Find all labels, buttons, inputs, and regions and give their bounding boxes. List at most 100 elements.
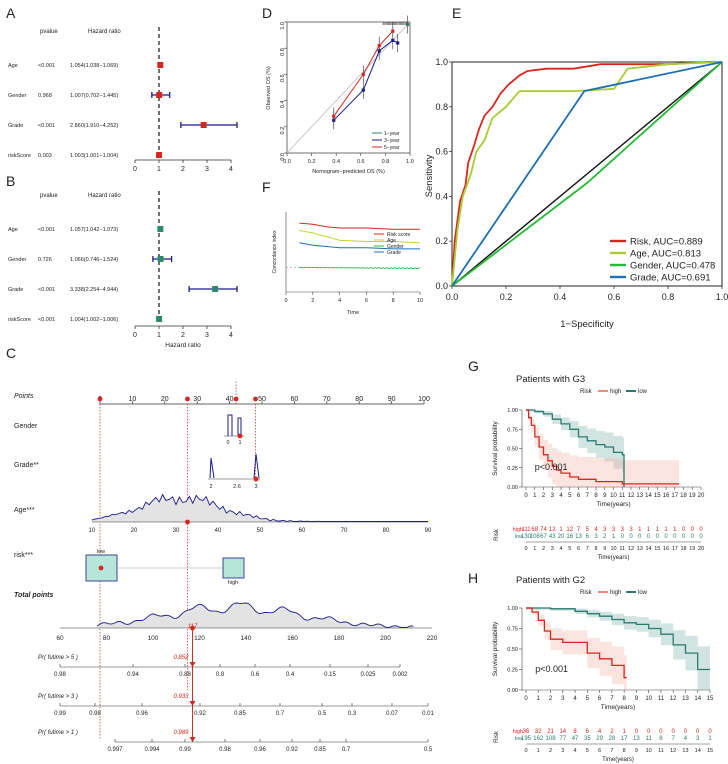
km-risk-tick-label: 1 bbox=[537, 748, 540, 754]
panel-label-h: H bbox=[468, 570, 478, 586]
nomogram-total-area bbox=[97, 603, 414, 628]
km-risk-tick-label: 11 bbox=[619, 546, 625, 552]
nomogram-grade-tick-label: 2 bbox=[209, 484, 212, 490]
roc-y-tick-label: 1.0 bbox=[435, 57, 448, 67]
forest-row-pvalue: <0.001 bbox=[38, 63, 55, 69]
nomogram-grade-tick-label: 3 bbox=[254, 484, 257, 490]
forest-x-tick-label: 4 bbox=[229, 166, 233, 173]
km-x-tick-label: 7 bbox=[586, 493, 590, 499]
nomogram-probability-tick-label: 0.96 bbox=[136, 711, 148, 717]
km-risk-count-high: 74 bbox=[540, 527, 547, 533]
cindex-x-tick-label: 8 bbox=[392, 298, 395, 304]
km-risk-count-low: 8 bbox=[659, 736, 663, 742]
nomogram-points-tick-label: 10 bbox=[129, 396, 137, 403]
km-risk-count-high: 4 bbox=[594, 527, 598, 533]
roc-series-line bbox=[451, 61, 722, 287]
cindex-y-axis-title: Concordance index bbox=[272, 230, 278, 274]
cindex-series-line bbox=[299, 242, 420, 250]
nomogram-total-tick-label: 140 bbox=[241, 635, 252, 642]
calibration-y-tick-label: 1.0 bbox=[280, 22, 286, 30]
nomogram-probability-tick-label: 0.96 bbox=[254, 747, 266, 753]
km-risk-count-low: 0 bbox=[656, 534, 660, 540]
km-risk-count-high: 1 bbox=[656, 527, 660, 533]
km-risk-count-high: 0 bbox=[691, 527, 695, 533]
km-risk-tick-label: 15 bbox=[654, 546, 660, 552]
forest-hr-marker bbox=[157, 62, 164, 68]
nomogram-points-tick-label: 80 bbox=[355, 396, 363, 403]
forest-hr-marker bbox=[200, 122, 207, 128]
nomogram-total-value: 117 bbox=[188, 624, 198, 630]
km-risk-count-high: 0 bbox=[647, 729, 651, 735]
nomogram-gender-density bbox=[227, 414, 233, 436]
nomogram-probability-tick-label: 0.994 bbox=[144, 747, 160, 753]
km-risk-tick-label: 17 bbox=[672, 546, 678, 552]
roc-series-line bbox=[451, 61, 723, 287]
km-risk-count-low: 17 bbox=[621, 736, 628, 742]
km-risk-count-low: 7 bbox=[672, 736, 676, 742]
roc-y-tick-label: 0.4 bbox=[435, 191, 448, 201]
km-x-tick-label: 20 bbox=[698, 493, 705, 499]
km-x-axis-title: Time(years) bbox=[601, 704, 635, 711]
km-risk-count-high: 0 bbox=[682, 527, 686, 533]
nomogram-risk-tick-label: low bbox=[97, 549, 105, 555]
km-risk-tick-label: 13 bbox=[682, 748, 688, 754]
cindex-x-tick-label: 4 bbox=[338, 298, 341, 304]
cindex-legend-label: Grade bbox=[387, 250, 401, 256]
km-y-tick-label: 0.00 bbox=[507, 485, 518, 491]
km-risk-count-low: 43 bbox=[549, 534, 556, 540]
km-risk-tick-label: 19 bbox=[689, 546, 695, 552]
km-risk-count-high: 6 bbox=[586, 729, 590, 735]
roc-legend-label: Risk, AUC=0.889 bbox=[630, 237, 703, 248]
km-legend-label: low bbox=[638, 389, 648, 395]
calibration-x-tick-label: 1.0 bbox=[406, 159, 414, 165]
nomogram-row-label: Age*** bbox=[14, 507, 35, 514]
km-risk-tick-label: 14 bbox=[695, 748, 701, 754]
nomogram-grade-tick-label: 2.6 bbox=[233, 484, 241, 490]
km-risk-tick-label: 20 bbox=[698, 546, 704, 552]
km-risk-count-low: 20 bbox=[558, 534, 565, 540]
forest-x-tick-label: 1 bbox=[157, 332, 161, 339]
panel-label-g: G bbox=[468, 358, 479, 374]
forest-x-tick-label: 3 bbox=[205, 166, 209, 173]
roc-frame bbox=[451, 61, 723, 287]
km-x-tick-label: 6 bbox=[598, 696, 602, 702]
nomogram-row-label: Pr( futime > 5 ) bbox=[38, 655, 78, 661]
nomogram-row-label: Gender bbox=[14, 423, 38, 430]
forest-row-pvalue: <0.001 bbox=[38, 123, 55, 129]
km-x-axis-title: Time(years) bbox=[596, 501, 630, 508]
km-risk-count-high: 3 bbox=[612, 527, 616, 533]
nomogram-points-tick-label: 90 bbox=[388, 396, 396, 403]
km-risk-count-low: 0 bbox=[691, 534, 695, 540]
km-x-tick-label: 2 bbox=[549, 696, 553, 702]
km-risk-count-low: 0 bbox=[699, 534, 703, 540]
km-x-tick-label: 12 bbox=[670, 696, 677, 702]
km-risk-count-low: 28 bbox=[609, 736, 616, 742]
nomogram-total-tick-label: 160 bbox=[287, 635, 298, 642]
nomogram-row-label: Total points bbox=[14, 592, 54, 599]
nomogram-age-tick-label: 40 bbox=[215, 528, 222, 534]
forest-row-label: Gender bbox=[8, 93, 27, 99]
km-y-tick-label: 1.00 bbox=[507, 606, 518, 612]
km-legend-label: high bbox=[610, 590, 621, 596]
nomogram-points-tick-label: 100 bbox=[418, 396, 430, 403]
calibration-y-axis-title: Observed OS (%) bbox=[266, 66, 272, 110]
km-risk-count-low: 0 bbox=[682, 534, 686, 540]
roc-x-tick-label: 0.6 bbox=[608, 292, 621, 302]
km-risk-axis-title: Risk bbox=[494, 730, 500, 743]
calibration-y-tick-label: 0.2 bbox=[280, 127, 286, 135]
km-curve-low bbox=[526, 409, 625, 487]
km-risk-count-high: 111 bbox=[521, 527, 531, 533]
nomogram-total-tick-label: 180 bbox=[334, 635, 345, 642]
km-x-tick-label: 8 bbox=[594, 493, 598, 499]
calibration-legend-label: 5−year bbox=[384, 145, 400, 151]
calibration-legend-label: 3−year bbox=[384, 138, 400, 144]
nomogram-age-tick-label: 50 bbox=[257, 528, 264, 534]
cindex-legend-label: Risk score bbox=[387, 232, 411, 238]
nomogram-risk-point bbox=[98, 565, 104, 571]
km-x-tick-label: 9 bbox=[635, 696, 639, 702]
nomogram-age-density bbox=[91, 493, 429, 522]
km-risk-tick-label: 4 bbox=[559, 546, 562, 552]
km-risk-x-axis-title: Time(years) bbox=[598, 555, 630, 561]
km-risk-count-high: 0 bbox=[635, 729, 639, 735]
